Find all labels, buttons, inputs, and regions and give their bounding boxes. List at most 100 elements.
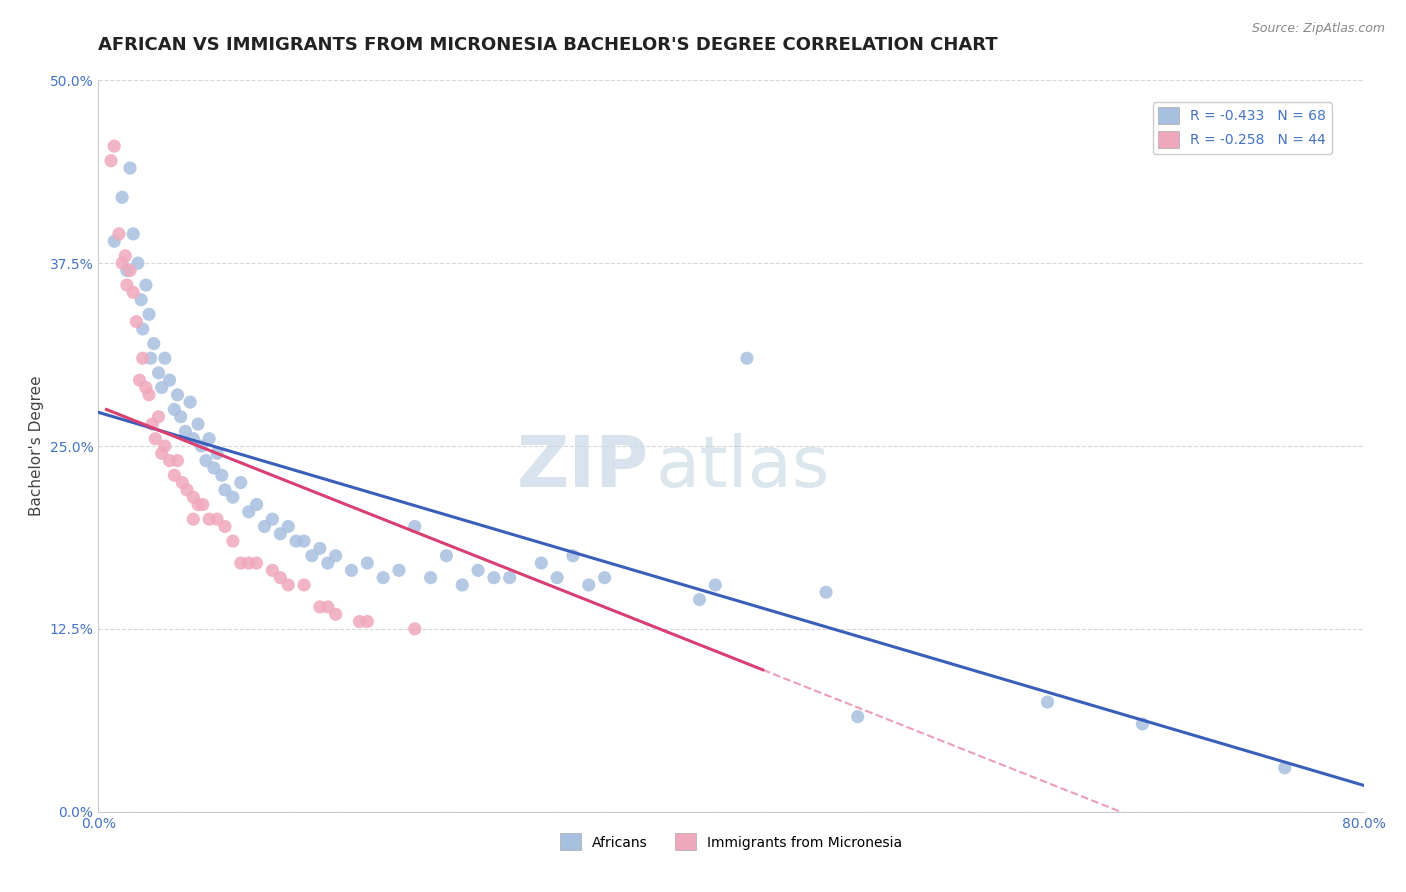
Point: [222, 534, 245, 549]
Text: Source: ZipAtlas.com: Source: ZipAtlas.com: [1251, 22, 1385, 36]
Point: [127, 256, 149, 270]
Point: [183, 490, 205, 504]
Point: [814, 585, 837, 599]
Point: [122, 285, 145, 300]
Point: [120, 263, 141, 277]
Point: [100, 153, 122, 168]
Point: [340, 563, 363, 577]
Point: [202, 461, 225, 475]
Point: [419, 571, 441, 585]
Point: [593, 571, 616, 585]
Point: [498, 571, 520, 585]
Point: [125, 315, 148, 329]
Point: [139, 351, 162, 366]
Point: [198, 512, 221, 526]
Point: [163, 402, 186, 417]
Point: [371, 571, 394, 585]
Point: [356, 556, 378, 570]
Point: [704, 578, 727, 592]
Point: [122, 227, 145, 241]
Point: [1130, 717, 1153, 731]
Point: [176, 483, 198, 497]
Point: [277, 519, 299, 533]
Point: [277, 578, 299, 592]
Point: [530, 556, 553, 570]
Point: [356, 615, 378, 629]
Point: [846, 709, 869, 723]
Point: [238, 505, 260, 519]
Point: [561, 549, 585, 563]
Point: [138, 307, 160, 321]
Point: [111, 256, 134, 270]
Point: [246, 498, 269, 512]
Point: [163, 468, 186, 483]
Text: AFRICAN VS IMMIGRANTS FROM MICRONESIA BACHELOR'S DEGREE CORRELATION CHART: AFRICAN VS IMMIGRANTS FROM MICRONESIA BA…: [98, 36, 998, 54]
Point: [183, 512, 205, 526]
Point: [145, 432, 166, 446]
Text: atlas: atlas: [655, 434, 830, 502]
Point: [309, 599, 332, 614]
Point: [316, 599, 339, 614]
Point: [111, 190, 134, 204]
Point: [169, 409, 191, 424]
Point: [132, 351, 155, 366]
Point: [253, 519, 276, 533]
Point: [262, 512, 284, 526]
Point: [546, 571, 568, 585]
Point: [174, 425, 197, 439]
Point: [150, 446, 173, 460]
Point: [269, 571, 291, 585]
Point: [115, 263, 138, 277]
Point: [138, 388, 160, 402]
Point: [191, 498, 214, 512]
Point: [205, 512, 228, 526]
Point: [179, 395, 201, 409]
Point: [285, 534, 308, 549]
Legend: Africans, Immigrants from Micronesia: Africans, Immigrants from Micronesia: [554, 828, 908, 856]
Point: [688, 592, 710, 607]
Point: [214, 483, 236, 497]
Point: [292, 534, 315, 549]
Point: [148, 409, 170, 424]
Point: [578, 578, 600, 592]
Point: [229, 475, 252, 490]
Point: [190, 439, 212, 453]
Point: [1274, 761, 1296, 775]
Point: [436, 549, 458, 563]
Point: [229, 556, 252, 570]
Point: [159, 453, 181, 467]
Point: [141, 417, 163, 431]
Point: [404, 622, 426, 636]
Y-axis label: Bachelor's Degree: Bachelor's Degree: [30, 376, 44, 516]
Point: [129, 293, 152, 307]
Point: [153, 439, 176, 453]
Point: [150, 380, 173, 394]
Point: [183, 432, 205, 446]
Point: [132, 322, 155, 336]
Point: [467, 563, 489, 577]
Point: [325, 607, 347, 622]
Point: [194, 453, 218, 467]
Point: [404, 519, 426, 533]
Point: [205, 446, 228, 460]
Point: [211, 468, 233, 483]
Point: [292, 578, 315, 592]
Point: [187, 417, 209, 431]
Point: [135, 278, 157, 293]
Point: [388, 563, 411, 577]
Point: [316, 556, 339, 570]
Point: [166, 388, 188, 402]
Text: ZIP: ZIP: [516, 434, 648, 502]
Point: [120, 161, 141, 175]
Point: [159, 373, 181, 387]
Point: [222, 490, 245, 504]
Point: [103, 234, 125, 248]
Point: [309, 541, 332, 556]
Point: [135, 380, 157, 394]
Point: [166, 453, 188, 467]
Point: [148, 366, 170, 380]
Point: [269, 526, 291, 541]
Point: [325, 549, 347, 563]
Point: [349, 615, 371, 629]
Point: [172, 475, 194, 490]
